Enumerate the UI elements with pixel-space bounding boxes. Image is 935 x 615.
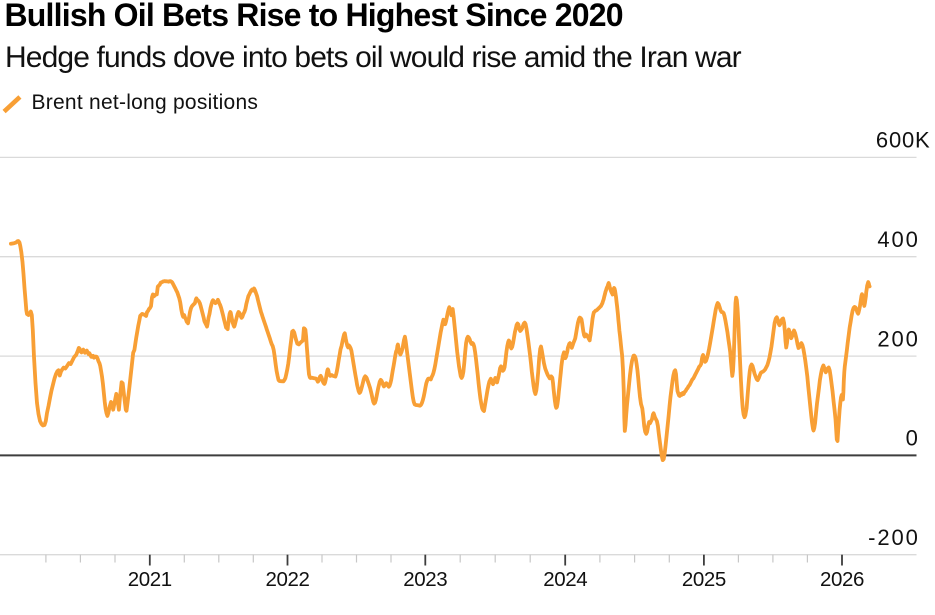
svg-text:2021: 2021 — [128, 568, 172, 591]
svg-text:2023: 2023 — [403, 568, 447, 591]
svg-text:-200: -200 — [868, 525, 920, 550]
svg-text:0: 0 — [906, 426, 920, 451]
svg-text:2024: 2024 — [543, 568, 587, 591]
svg-text:600K: 600K — [876, 128, 931, 153]
svg-text:2022: 2022 — [265, 568, 309, 591]
svg-text:2025: 2025 — [682, 568, 726, 591]
svg-text:400: 400 — [877, 227, 919, 252]
svg-text:200: 200 — [877, 327, 919, 352]
svg-text:2026: 2026 — [820, 568, 864, 591]
